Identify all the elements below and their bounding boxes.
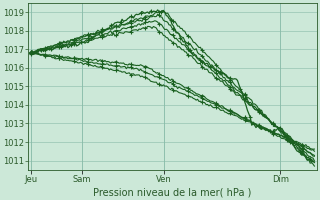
X-axis label: Pression niveau de la mer( hPa ): Pression niveau de la mer( hPa ) xyxy=(93,187,252,197)
